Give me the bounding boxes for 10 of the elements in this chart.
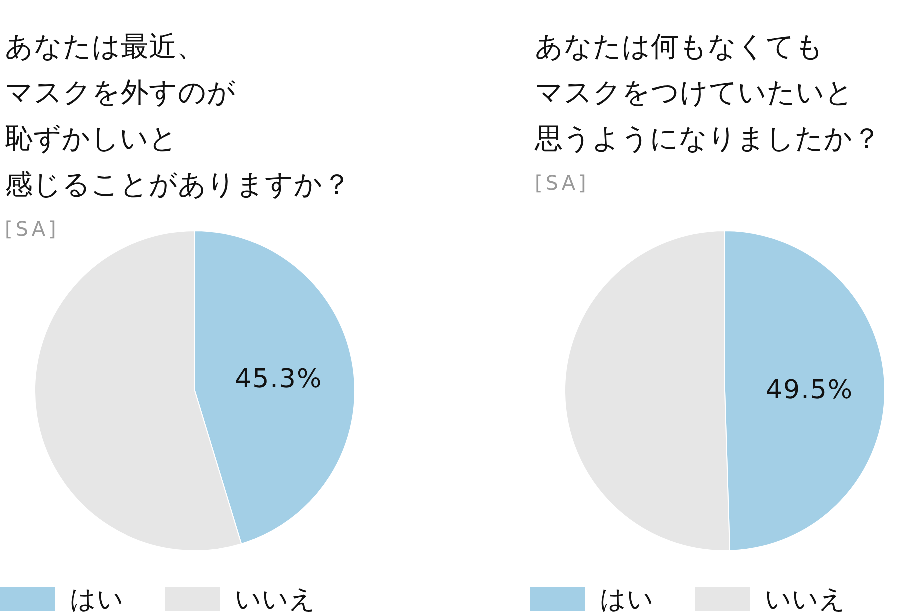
chart-title: あなたは最近、マスクを外すのが恥ずかしいと感じることがありますか？ xyxy=(5,30,351,201)
chart-subtitle: [SA] xyxy=(535,171,590,195)
chart-subtitle: [SA] xyxy=(5,217,60,241)
legend-label: はい xyxy=(70,585,124,612)
legend-label: いいえ xyxy=(235,585,316,612)
chart-title: あなたは何もなくてもマスクをつけていたいと思うようになりましたか？ xyxy=(534,30,881,155)
legend-label: いいえ xyxy=(765,585,846,612)
legend-label: はい xyxy=(600,585,654,612)
data-label: 45.3% xyxy=(235,364,323,395)
data-label: 49.5% xyxy=(766,376,854,406)
